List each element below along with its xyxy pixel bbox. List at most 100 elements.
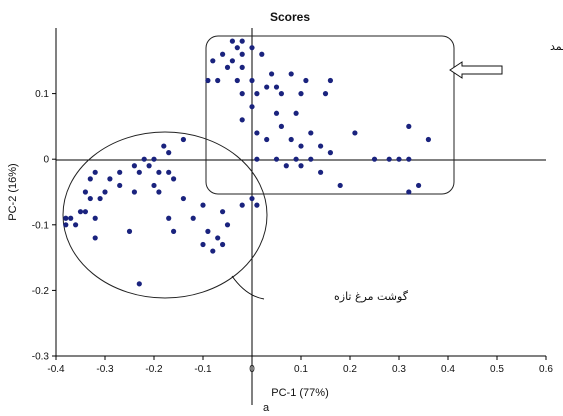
x-tick-label: -0.4 bbox=[47, 364, 65, 375]
fresh-score-point bbox=[87, 195, 93, 202]
frozen-score-point bbox=[239, 91, 245, 97]
y-tick-label: -0.2 bbox=[32, 286, 50, 297]
fresh-score-point bbox=[239, 202, 245, 208]
fresh-leader-line bbox=[231, 275, 265, 300]
frozen-score-point bbox=[220, 51, 226, 57]
y-axis-title: PC-2 (16%) bbox=[7, 163, 19, 220]
fresh-score-point bbox=[68, 215, 74, 221]
x-tick-label: 0.6 bbox=[539, 364, 553, 375]
frozen-score-point bbox=[239, 51, 245, 57]
fresh-score-point bbox=[102, 189, 108, 195]
frozen-score-point bbox=[254, 130, 260, 136]
fresh-score-point bbox=[92, 235, 98, 241]
frozen-score-point bbox=[406, 156, 412, 162]
frozen-score-point bbox=[303, 77, 309, 84]
frozen-score-point bbox=[318, 143, 324, 149]
fresh-score-point bbox=[205, 228, 211, 234]
frozen-score-point bbox=[269, 71, 275, 77]
x-tick-label: -0.1 bbox=[194, 364, 212, 375]
frozen-score-point bbox=[327, 150, 333, 156]
frozen-score-point bbox=[254, 91, 260, 97]
fresh-score-point bbox=[107, 176, 113, 182]
frozen-score-point bbox=[249, 77, 255, 84]
fresh-score-point bbox=[131, 189, 137, 195]
frozen-score-point bbox=[298, 143, 304, 149]
x-axis-title: PC-1 (77%) bbox=[271, 387, 328, 399]
frozen-score-point bbox=[416, 182, 422, 189]
frozen-score-point bbox=[254, 156, 260, 162]
x-tick-label: 0.3 bbox=[392, 364, 406, 375]
frozen-score-point bbox=[215, 77, 221, 84]
frozen-score-point bbox=[288, 136, 294, 143]
fresh-score-point bbox=[117, 169, 123, 175]
frozen-score-point bbox=[288, 71, 294, 77]
frozen-score-point bbox=[273, 156, 280, 162]
x-tick-label: -0.3 bbox=[96, 364, 114, 375]
fresh-score-point bbox=[166, 150, 172, 156]
fresh-score-point bbox=[92, 169, 98, 175]
fresh-score-point bbox=[166, 169, 172, 175]
frozen-score-point bbox=[425, 136, 431, 143]
fresh-score-point bbox=[171, 176, 177, 182]
fresh-score-point bbox=[136, 169, 142, 175]
frozen-score-point bbox=[273, 84, 280, 90]
frozen-score-point bbox=[322, 91, 329, 97]
frozen-score-point bbox=[318, 169, 324, 175]
x-tick-label: 0.4 bbox=[441, 364, 455, 375]
fresh-score-point bbox=[82, 209, 88, 215]
fresh-score-point bbox=[77, 209, 84, 215]
frozen-score-point bbox=[229, 58, 235, 64]
fresh-group-outline bbox=[62, 131, 268, 299]
frozen-score-point bbox=[371, 156, 378, 162]
fresh-score-point bbox=[224, 222, 231, 228]
fresh-score-point bbox=[73, 222, 79, 228]
y-tick-label: 0.1 bbox=[35, 89, 49, 100]
fresh-score-point bbox=[166, 215, 172, 221]
fresh-score-point bbox=[126, 228, 133, 234]
frozen-score-point bbox=[278, 91, 284, 97]
fresh-score-point bbox=[117, 182, 123, 189]
y-tick-label: -0.1 bbox=[32, 220, 50, 231]
y-tick-label: 0 bbox=[43, 155, 49, 166]
fresh-score-point bbox=[131, 163, 137, 169]
frozen-score-point bbox=[249, 104, 255, 110]
frozen-score-point bbox=[229, 38, 235, 44]
x-tick-label: 0.2 bbox=[343, 364, 357, 375]
fresh-score-point bbox=[156, 189, 162, 195]
frozen-score-point bbox=[396, 156, 402, 162]
frozen-score-point bbox=[406, 123, 412, 129]
frozen-score-point bbox=[224, 64, 231, 70]
frozen-score-point bbox=[264, 136, 270, 143]
frozen-score-point bbox=[234, 45, 240, 51]
frozen-group-outline bbox=[205, 35, 455, 195]
frozen-score-point bbox=[239, 117, 245, 123]
frozen-score-point bbox=[273, 110, 280, 116]
fresh-score-point bbox=[254, 202, 260, 208]
fresh-score-point bbox=[151, 156, 157, 162]
fresh-score-point bbox=[63, 215, 69, 221]
fresh-score-point bbox=[200, 202, 206, 208]
chart-title: Scores bbox=[270, 10, 310, 24]
frozen-score-point bbox=[293, 110, 299, 116]
fresh-score-point bbox=[146, 163, 152, 169]
frozen-score-point bbox=[308, 130, 314, 136]
fresh-score-point bbox=[180, 136, 186, 143]
frozen-group-label: گوشت مرغ منجمد bbox=[550, 40, 563, 53]
fresh-score-point bbox=[249, 195, 255, 202]
fresh-score-point bbox=[82, 189, 88, 195]
fresh-score-point bbox=[215, 235, 221, 241]
frozen-score-point bbox=[337, 182, 343, 189]
frozen-score-point bbox=[298, 163, 304, 169]
fresh-score-point bbox=[136, 281, 142, 287]
fresh-score-point bbox=[87, 176, 93, 182]
frozen-score-point bbox=[205, 77, 211, 84]
fresh-score-point bbox=[220, 241, 226, 248]
fresh-score-point bbox=[63, 222, 69, 228]
frozen-score-point bbox=[327, 77, 333, 84]
fresh-score-point bbox=[141, 156, 147, 162]
frozen-score-point bbox=[210, 58, 216, 64]
frozen-score-point bbox=[283, 163, 289, 169]
x-tick-label: 0.1 bbox=[294, 364, 308, 375]
